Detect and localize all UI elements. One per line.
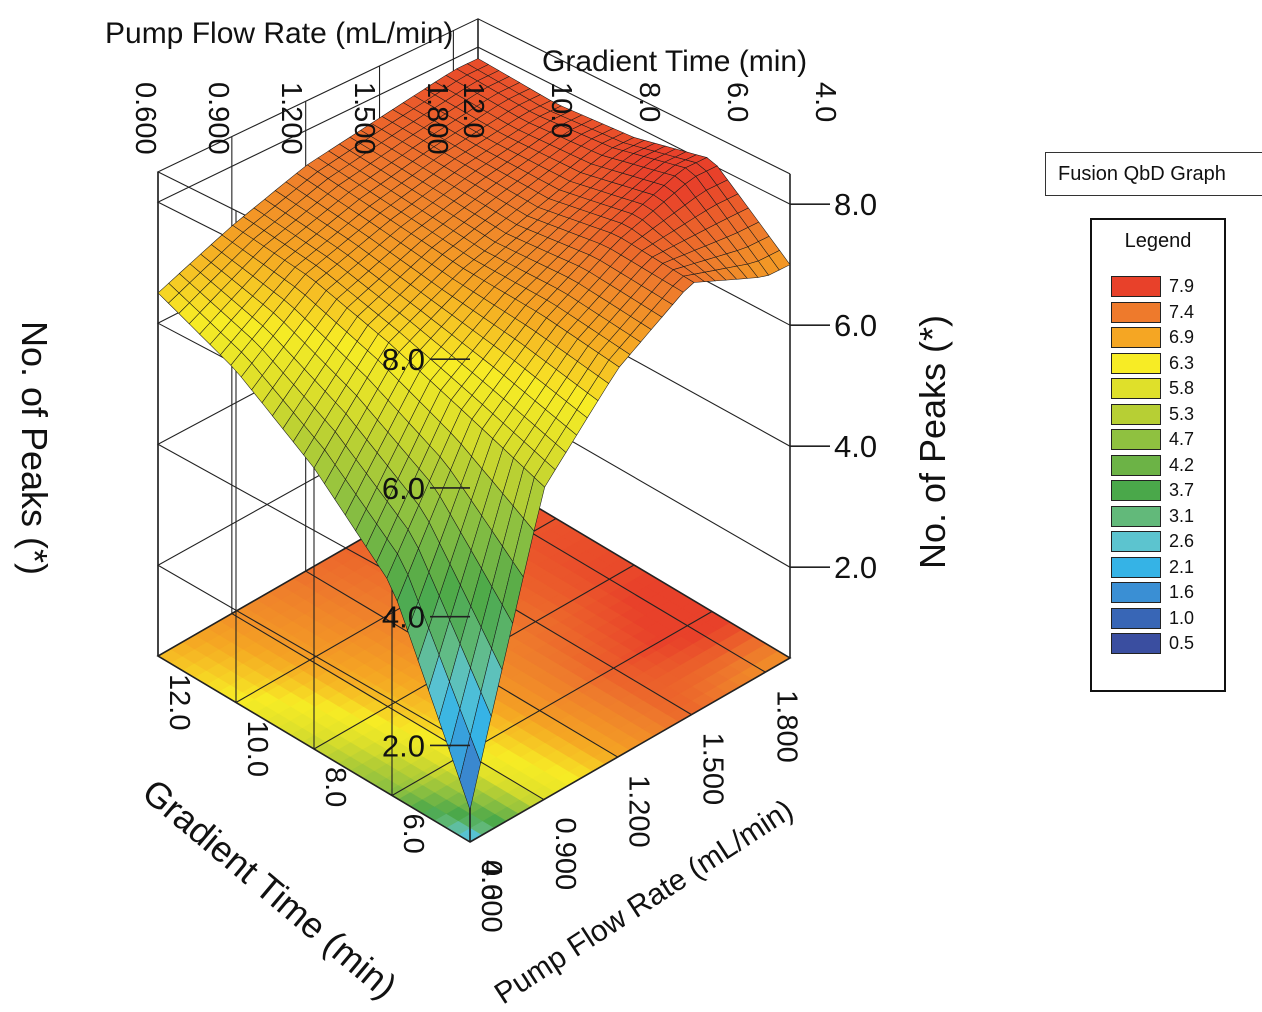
legend-label: 6.9 [1169, 327, 1195, 348]
legend-swatch [1111, 480, 1161, 502]
legend-label: 0.5 [1169, 633, 1195, 654]
time-tick-label-top: 6.0 [721, 82, 753, 122]
z-tick-label-right: 6.0 [834, 308, 877, 343]
flow-tick-label-bottom: 1.200 [623, 775, 655, 848]
legend-label: 5.3 [1169, 403, 1195, 424]
graph-title: Fusion QbD Graph [1045, 152, 1262, 196]
time-tick-label-top: 10.0 [545, 82, 577, 138]
legend-item: 1.0 [1111, 606, 1194, 632]
time-tick-label-bottom: 4.0 [475, 860, 507, 900]
legend-item: 7.9 [1111, 274, 1194, 300]
legend-label: 7.9 [1169, 276, 1195, 297]
legend-label: 4.7 [1169, 429, 1195, 450]
legend-swatch [1111, 378, 1161, 400]
time-tick-label-top: 8.0 [633, 82, 665, 122]
surface-mesh [157, 58, 791, 811]
flow-tick-label-top: 0.900 [202, 82, 234, 155]
time-tick-label-top: 4.0 [809, 82, 841, 122]
legend-label: 4.2 [1169, 454, 1195, 475]
flow-tick-label-top: 1.500 [348, 82, 380, 155]
time-tick-label-top: 12.0 [457, 82, 489, 138]
legend-item: 5.8 [1111, 376, 1194, 402]
legend-item: 6.9 [1111, 325, 1194, 351]
legend-label: 7.4 [1169, 301, 1195, 322]
z-axis-title-left: No. of Peaks (*) [14, 321, 55, 575]
x-axis-title-top: Pump Flow Rate (mL/min) [105, 17, 453, 50]
legend-item: 3.1 [1111, 504, 1194, 530]
legend-swatch [1111, 352, 1161, 374]
legend-item: 7.4 [1111, 300, 1194, 326]
legend-swatch [1111, 301, 1161, 323]
z-tick-label-left: 2.0 [382, 728, 425, 763]
legend-item: 1.6 [1111, 580, 1194, 606]
legend-label: 1.6 [1169, 582, 1195, 603]
legend-swatch [1111, 607, 1161, 629]
legend-swatch [1111, 454, 1161, 476]
z-tick-label-left: 4.0 [382, 600, 425, 635]
z-tick-label-right: 2.0 [834, 550, 877, 585]
legend-swatch [1111, 429, 1161, 451]
legend-item: 2.6 [1111, 529, 1194, 555]
legend-label: 3.1 [1169, 505, 1195, 526]
z-tick-label-right: 8.0 [834, 187, 877, 222]
flow-tick-label-bottom: 1.500 [697, 733, 729, 806]
legend-label: 6.3 [1169, 352, 1195, 373]
legend-swatch [1111, 276, 1161, 298]
legend-swatch [1111, 327, 1161, 349]
legend-label: 3.7 [1169, 480, 1195, 501]
flow-tick-label-bottom: 1.800 [770, 690, 802, 763]
flow-tick-label-top: 1.200 [275, 82, 307, 155]
y-axis-title-bottom: Gradient Time (min) [135, 771, 405, 1007]
legend-items: 7.9 7.4 6.9 6.3 5.8 5.3 4.7 4.2 3.7 3.1 2.6 2.1 1.6 1… [1111, 274, 1194, 657]
legend-title: Legend [1124, 230, 1192, 252]
flow-tick-label-top: 1.800 [421, 82, 453, 155]
legend-label: 2.1 [1169, 556, 1195, 577]
legend-item: 4.2 [1111, 453, 1194, 479]
time-tick-label-bottom: 12.0 [163, 674, 195, 730]
time-tick-label-bottom: 10.0 [241, 721, 273, 777]
time-tick-label-bottom: 8.0 [319, 767, 351, 807]
flow-tick-label-bottom: 0.600 [475, 860, 507, 933]
legend-swatch [1111, 633, 1161, 655]
legend-item: 3.7 [1111, 478, 1194, 504]
legend-label: 5.8 [1169, 378, 1195, 399]
legend-swatch [1111, 531, 1161, 553]
legend-item: 4.7 [1111, 427, 1194, 453]
legend-swatch [1111, 556, 1161, 578]
floor-grid-line [391, 611, 713, 796]
z-tick-label-left: 6.0 [382, 471, 425, 506]
z-tick-label-left: 8.0 [382, 342, 425, 377]
legend-item: 2.1 [1111, 555, 1194, 581]
tick-labels: 2.0 2.0 4.0 4.0 6.0 6.0 8.0 8.0 0.600 0.900 1.200 1… [129, 82, 877, 933]
flow-tick-label-top: 0.600 [129, 82, 161, 155]
legend-item: 0.5 [1111, 631, 1194, 657]
y-axis-title-top: Gradient Time (min) [542, 45, 807, 78]
z-axis-title-right: No. of Peaks (*) [912, 315, 953, 569]
legend-swatch [1111, 582, 1161, 604]
legend-item: 5.3 [1111, 402, 1194, 428]
flow-tick-label-bottom: 0.900 [549, 818, 581, 891]
legend-label: 1.0 [1169, 607, 1195, 628]
legend: Legend 7.9 7.4 6.9 6.3 5.8 5.3 4.7 4.2 3.7 3.1 2.6… [1090, 218, 1226, 692]
legend-swatch [1111, 403, 1161, 425]
time-tick-label-bottom: 6.0 [397, 814, 429, 854]
z-tick-label-right: 4.0 [834, 429, 877, 464]
legend-label: 2.6 [1169, 531, 1195, 552]
legend-swatch [1111, 505, 1161, 527]
legend-item: 6.3 [1111, 351, 1194, 377]
surface-cell [768, 250, 791, 271]
